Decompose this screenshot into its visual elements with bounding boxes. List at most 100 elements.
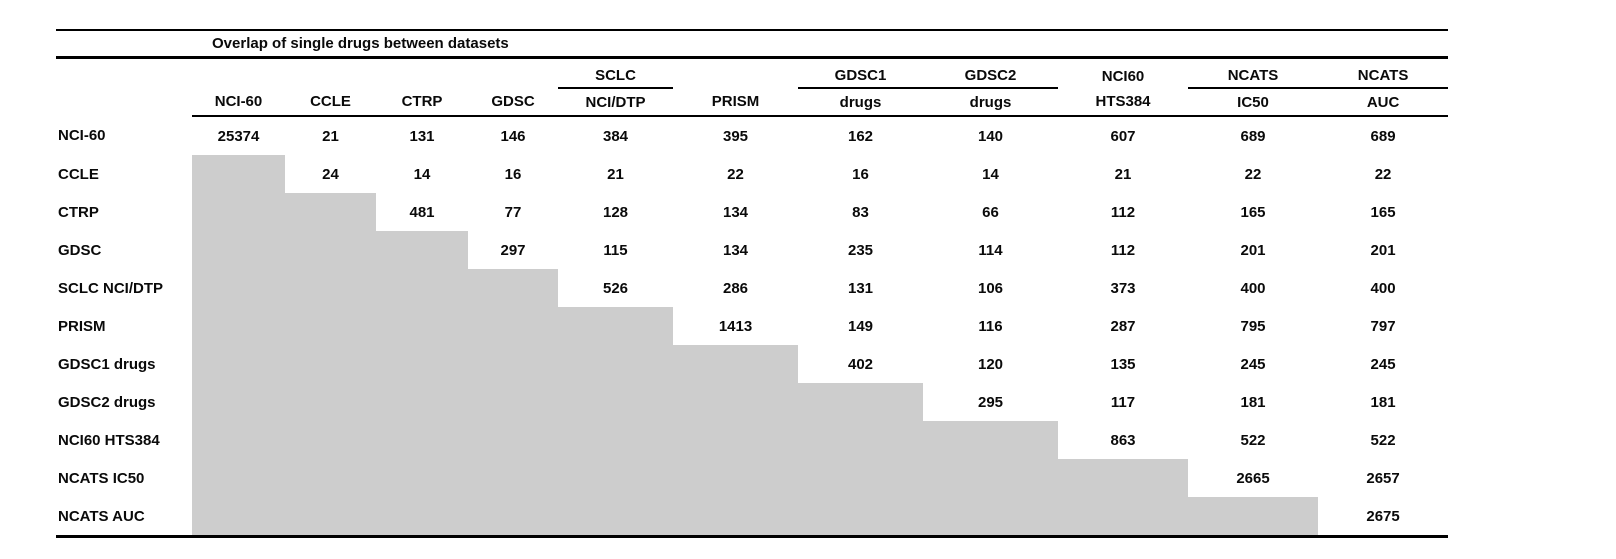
column-header: drugs bbox=[923, 88, 1058, 117]
overlap-value-cell: 607 bbox=[1110, 127, 1136, 145]
masked-cell bbox=[558, 307, 673, 345]
row-label: SCLC NCI/DTP bbox=[58, 279, 163, 297]
masked-cell bbox=[285, 269, 376, 307]
masked-cell bbox=[192, 307, 285, 345]
overlap-value-cell: 128 bbox=[602, 203, 629, 221]
column-header: NCI/DTP bbox=[558, 88, 673, 117]
masked-cell bbox=[798, 497, 923, 538]
overlap-value-cell: 112 bbox=[1110, 203, 1136, 221]
overlap-value-cell: 373 bbox=[1110, 279, 1136, 297]
overlap-value-cell: 24 bbox=[322, 165, 339, 183]
masked-cell bbox=[376, 345, 468, 383]
masked-cell bbox=[376, 307, 468, 345]
masked-cell bbox=[285, 497, 376, 538]
overlap-value-cell: 112 bbox=[1110, 241, 1136, 259]
overlap-value-cell: 66 bbox=[982, 203, 999, 221]
masked-cell bbox=[558, 459, 673, 497]
overlap-value-cell: 134 bbox=[722, 203, 749, 221]
corner-cell bbox=[56, 88, 192, 116]
overlap-value-cell: 522 bbox=[1370, 431, 1396, 449]
row-label: NCATS AUC bbox=[56, 497, 192, 538]
masked-cell bbox=[192, 383, 285, 421]
masked-cell bbox=[285, 345, 376, 383]
column-header: GDSC bbox=[468, 88, 558, 117]
corner-cell bbox=[56, 58, 192, 89]
table-title: Overlap of single drugs between datasets bbox=[56, 29, 1449, 59]
overlap-value-cell: 235 bbox=[847, 241, 874, 259]
masked-cell bbox=[558, 345, 673, 383]
overlap-value-cell: 245 bbox=[1370, 355, 1396, 373]
masked-cell bbox=[558, 497, 673, 538]
overlap-value-cell: 16 bbox=[852, 165, 869, 183]
column-header: drugs bbox=[798, 88, 923, 117]
overlap-value-cell: 146 bbox=[500, 127, 526, 145]
overlap-value-cell: 134 bbox=[722, 241, 749, 259]
table-row: GDSC 297 115 134 235 114 112 201 201 bbox=[56, 231, 1448, 269]
overlap-value-cell: 21 bbox=[1114, 165, 1132, 183]
masked-cell bbox=[673, 497, 798, 538]
masked-cell bbox=[1058, 459, 1188, 497]
overlap-value-cell: 287 bbox=[1110, 317, 1136, 335]
overlap-value-cell: 115 bbox=[603, 241, 628, 259]
masked-cell bbox=[192, 459, 285, 497]
overlap-value-cell: 135 bbox=[1110, 355, 1136, 373]
table-row: CCLE 24 14 16 21 22 16 14 21 22 22 bbox=[56, 155, 1448, 193]
overlap-value-cell: 14 bbox=[982, 165, 999, 183]
column-group-header bbox=[376, 58, 468, 89]
masked-cell bbox=[468, 269, 558, 307]
overlap-value-cell: 400 bbox=[1240, 279, 1266, 297]
overlap-value-cell: 286 bbox=[722, 279, 749, 297]
masked-cell bbox=[798, 459, 923, 497]
column-group-header: NCI60 bbox=[1101, 68, 1145, 85]
overlap-value-cell: 201 bbox=[1240, 241, 1266, 259]
masked-cell bbox=[673, 383, 798, 421]
overlap-value-cell: 481 bbox=[409, 203, 435, 221]
overlap-value-cell: 14 bbox=[413, 165, 431, 183]
masked-cell bbox=[285, 231, 376, 269]
masked-cell bbox=[376, 459, 468, 497]
row-label: PRISM bbox=[58, 317, 106, 335]
column-header: IC50 bbox=[1188, 88, 1318, 117]
table-row: GDSC1 drugs 402 120 135 245 245 bbox=[56, 345, 1448, 383]
masked-cell bbox=[468, 459, 558, 497]
overlap-value-cell: 16 bbox=[504, 165, 522, 183]
masked-cell bbox=[798, 421, 923, 459]
overlap-value-cell: 22 bbox=[727, 165, 744, 183]
masked-cell bbox=[285, 421, 376, 459]
overlap-value-cell: 2657 bbox=[1366, 469, 1400, 487]
masked-cell bbox=[923, 497, 1058, 538]
overlap-value-cell: 1413 bbox=[718, 317, 753, 335]
overlap-value-cell: 689 bbox=[1240, 127, 1266, 145]
row-label: NCI-60 bbox=[58, 127, 106, 144]
overlap-value-cell: 181 bbox=[1370, 393, 1396, 411]
overlap-value-cell: 165 bbox=[1240, 203, 1266, 221]
overlap-value-cell: 21 bbox=[322, 127, 339, 145]
masked-cell bbox=[673, 345, 798, 383]
masked-cell bbox=[558, 383, 673, 421]
overlap-value-cell: 400 bbox=[1370, 279, 1396, 297]
overlap-value-cell: 117 bbox=[1110, 393, 1136, 411]
row-label: GDSC1 drugs bbox=[58, 355, 156, 373]
overlap-value-cell: 522 bbox=[1240, 431, 1266, 449]
column-header: PRISM bbox=[673, 88, 798, 117]
masked-cell bbox=[285, 193, 376, 231]
masked-cell bbox=[923, 421, 1058, 459]
overlap-value-cell: 120 bbox=[977, 355, 1004, 373]
column-header: AUC bbox=[1318, 88, 1449, 117]
overlap-value-cell: 402 bbox=[847, 355, 874, 373]
table-row: GDSC2 drugs 295 117 181 181 bbox=[56, 383, 1448, 421]
masked-cell bbox=[558, 421, 673, 459]
overlap-value-cell: 2665 bbox=[1236, 469, 1270, 487]
masked-cell bbox=[468, 307, 558, 345]
masked-cell bbox=[192, 345, 285, 383]
column-group-header: GDSC1 bbox=[798, 57, 923, 89]
masked-cell bbox=[192, 155, 285, 193]
column-group-header bbox=[285, 58, 376, 89]
masked-cell bbox=[376, 383, 468, 421]
row-label: GDSC2 drugs bbox=[58, 393, 156, 411]
row-label: NCI60 HTS384 bbox=[58, 431, 160, 449]
masked-cell bbox=[376, 497, 468, 538]
masked-cell bbox=[285, 307, 376, 345]
overlap-value-cell: 795 bbox=[1240, 317, 1266, 335]
